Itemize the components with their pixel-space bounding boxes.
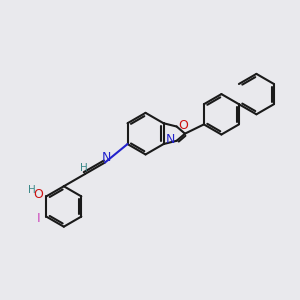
Text: I: I <box>37 212 40 225</box>
Text: H: H <box>28 185 35 195</box>
Text: O: O <box>178 119 188 132</box>
Text: N: N <box>101 151 111 164</box>
Text: N: N <box>166 133 175 146</box>
Text: H: H <box>80 163 88 172</box>
Text: O: O <box>33 188 43 201</box>
